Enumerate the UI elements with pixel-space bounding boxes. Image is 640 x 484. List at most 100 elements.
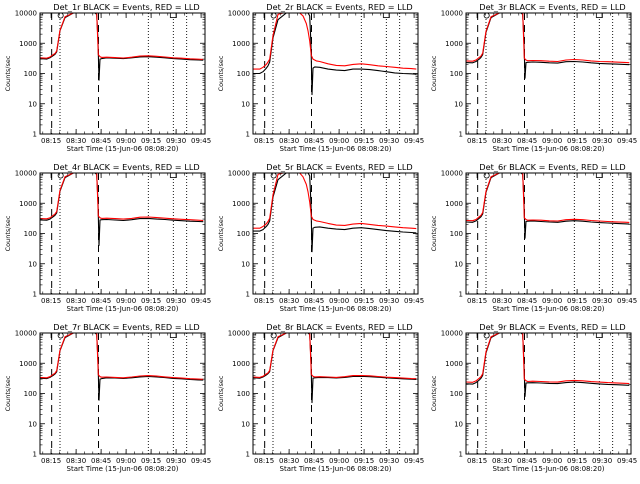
- reference-lines: [264, 173, 401, 294]
- y-tick-label: 1: [33, 131, 37, 139]
- y-axis-label: Counts/sec: [430, 55, 438, 91]
- reference-lines: [264, 333, 401, 454]
- lld-series-line: [253, 173, 417, 230]
- x-tick-label: 08:15: [41, 137, 61, 145]
- x-tick-label: 09:45: [617, 457, 637, 465]
- events-series-line: [253, 13, 417, 96]
- attenuator-square-marker: [169, 172, 177, 178]
- series-group: [253, 173, 417, 253]
- x-tick-label: 08:15: [467, 297, 487, 305]
- lld-series-line: [253, 333, 417, 380]
- detector-panel: Det_2r BLACK = Events, RED = LLD Counts/s…: [213, 0, 426, 160]
- chart-title: Det_3r BLACK = Events, RED = LLD: [479, 2, 625, 12]
- detector-panel: Det_1r BLACK = Events, RED = LLD Counts/s…: [0, 0, 213, 160]
- attenuator-circle-marker: [270, 12, 277, 19]
- lightcurve-chart: Det_2r BLACK = Events, RED = LLD Counts/s…: [217, 2, 424, 153]
- chart-title: Det_9r BLACK = Events, RED = LLD: [479, 322, 625, 332]
- x-tick-label: 08:45: [91, 457, 111, 465]
- plot-frame: [465, 172, 632, 295]
- x-tick-label: 09:00: [329, 297, 349, 305]
- events-series-line: [466, 173, 630, 239]
- y-tick-label: 1: [246, 451, 250, 459]
- plot-frame: [252, 12, 419, 135]
- y-tick-label: 1000: [19, 200, 37, 208]
- x-tick-label: 08:45: [304, 137, 324, 145]
- y-tick-label: 10000: [441, 170, 463, 178]
- y-tick-label: 10000: [228, 170, 250, 178]
- x-tick-label: 09:45: [191, 137, 211, 145]
- attenuator-circle-marker: [57, 332, 64, 339]
- attenuator-circle-marker: [483, 172, 490, 179]
- chart-title: Det_8r BLACK = Events, RED = LLD: [266, 322, 412, 332]
- y-axis-label: Counts/sec: [4, 55, 12, 91]
- x-tick-label: 08:30: [279, 297, 299, 305]
- reference-lines: [264, 13, 401, 134]
- x-tick-label: 08:45: [91, 297, 111, 305]
- y-tick-label: 1000: [19, 40, 37, 48]
- x-tick-label: 09:15: [567, 297, 587, 305]
- x-axis-label: Start Time (15-Jun-06 08:08:20): [67, 305, 179, 313]
- y-tick-label: 10: [241, 100, 250, 108]
- y-axis-label: Counts/sec: [430, 375, 438, 411]
- x-tick-label: 09:00: [329, 137, 349, 145]
- x-tick-label: 09:30: [166, 297, 186, 305]
- attenuator-square-marker: [382, 332, 390, 338]
- events-series-line: [466, 333, 630, 397]
- x-tick-label: 08:30: [279, 457, 299, 465]
- x-tick-label: 09:30: [166, 457, 186, 465]
- x-tick-label: 09:15: [141, 297, 161, 305]
- plot-frame: [465, 332, 632, 455]
- x-tick-label: 09:45: [404, 297, 424, 305]
- attenuator-square-marker: [595, 172, 603, 178]
- x-tick-label: 09:15: [141, 137, 161, 145]
- lightcurve-chart: Det_1r BLACK = Events, RED = LLD Counts/s…: [4, 2, 211, 153]
- y-tick-label: 1000: [232, 40, 250, 48]
- attenuator-circle-marker: [57, 12, 64, 19]
- y-tick-label: 10000: [441, 330, 463, 338]
- x-tick-label: 09:15: [141, 457, 161, 465]
- lightcurve-chart: Det_6r BLACK = Events, RED = LLD Counts/s…: [430, 162, 637, 313]
- lld-series-line: [253, 13, 417, 70]
- y-axis-label: Counts/sec: [4, 215, 12, 251]
- y-tick-label: 10: [454, 260, 463, 268]
- attenuator-circle-marker: [483, 332, 490, 339]
- lightcurve-chart: Det_8r BLACK = Events, RED = LLD Counts/s…: [217, 322, 424, 473]
- x-tick-label: 09:30: [379, 137, 399, 145]
- detector-panel: Det_3r BLACK = Events, RED = LLD Counts/s…: [426, 0, 639, 160]
- y-tick-label: 1000: [445, 200, 463, 208]
- x-tick-label: 08:45: [304, 297, 324, 305]
- x-tick-label: 08:15: [254, 297, 274, 305]
- y-tick-label: 100: [24, 230, 37, 238]
- x-tick-label: 09:15: [354, 137, 374, 145]
- y-tick-label: 10000: [441, 10, 463, 18]
- x-axis-label: Start Time (15-Jun-06 08:08:20): [280, 305, 392, 313]
- x-tick-label: 08:45: [91, 137, 111, 145]
- x-tick-label: 09:30: [379, 457, 399, 465]
- y-tick-label: 1000: [232, 360, 250, 368]
- chart-title: Det_4r BLACK = Events, RED = LLD: [53, 162, 199, 172]
- events-series-line: [466, 13, 630, 79]
- attenuator-square-marker: [169, 12, 177, 18]
- y-tick-label: 10: [454, 420, 463, 428]
- x-tick-label: 09:00: [542, 297, 562, 305]
- plot-frame: [39, 332, 206, 455]
- x-tick-label: 09:00: [542, 457, 562, 465]
- x-tick-label: 08:30: [492, 457, 512, 465]
- series-group: [253, 333, 417, 404]
- x-tick-label: 08:30: [492, 137, 512, 145]
- lightcurve-chart: Det_3r BLACK = Events, RED = LLD Counts/s…: [430, 2, 637, 153]
- y-tick-label: 10: [241, 260, 250, 268]
- x-tick-label: 08:30: [279, 137, 299, 145]
- y-tick-label: 10000: [15, 10, 37, 18]
- series-group: [40, 13, 204, 81]
- chart-title: Det_5r BLACK = Events, RED = LLD: [266, 162, 412, 172]
- y-tick-label: 1000: [232, 200, 250, 208]
- attenuator-circle-marker: [483, 12, 490, 19]
- detector-panel: Det_6r BLACK = Events, RED = LLD Counts/s…: [426, 160, 639, 320]
- reference-lines: [51, 173, 188, 294]
- reference-lines: [51, 333, 188, 454]
- lightcurve-chart: Det_7r BLACK = Events, RED = LLD Counts/s…: [4, 322, 211, 473]
- y-tick-label: 10000: [228, 330, 250, 338]
- x-tick-label: 09:45: [617, 297, 637, 305]
- y-axis-label: Counts/sec: [217, 375, 225, 411]
